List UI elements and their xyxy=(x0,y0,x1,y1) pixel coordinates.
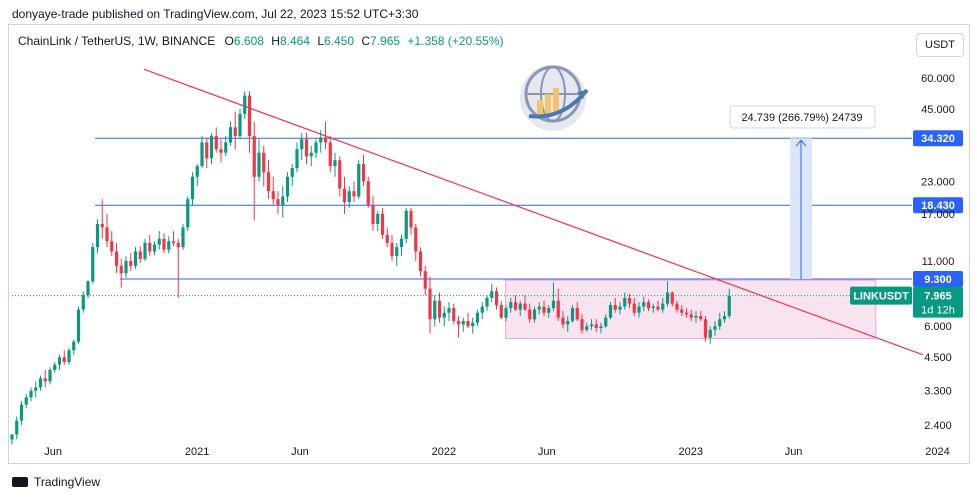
high-label: H xyxy=(271,34,280,48)
open-value: 6.608 xyxy=(233,34,264,48)
publisher-caption: donyaye-trade published on TradingView.c… xyxy=(12,7,419,21)
change-value: +1.358 (+20.55%) xyxy=(407,34,504,48)
footer-brand-text: TradingView xyxy=(34,475,101,489)
low-value: 6.450 xyxy=(324,34,355,48)
high-value: 8.464 xyxy=(279,34,310,48)
symbol-title: ChainLink / TetherUS, 1W, BINANCE xyxy=(18,34,216,48)
chart-legend: ChainLink / TetherUS, 1W, BINANCE O6.608… xyxy=(18,34,504,48)
low-label: L xyxy=(317,34,324,48)
chart-frame xyxy=(8,24,970,464)
close-value: 7.965 xyxy=(370,34,401,48)
close-label: C xyxy=(361,34,371,48)
tradingview-logo-icon xyxy=(12,477,28,487)
currency-button[interactable]: USDT xyxy=(916,33,964,57)
footer-brand: TradingView xyxy=(12,475,100,489)
open-label: O xyxy=(224,34,234,48)
